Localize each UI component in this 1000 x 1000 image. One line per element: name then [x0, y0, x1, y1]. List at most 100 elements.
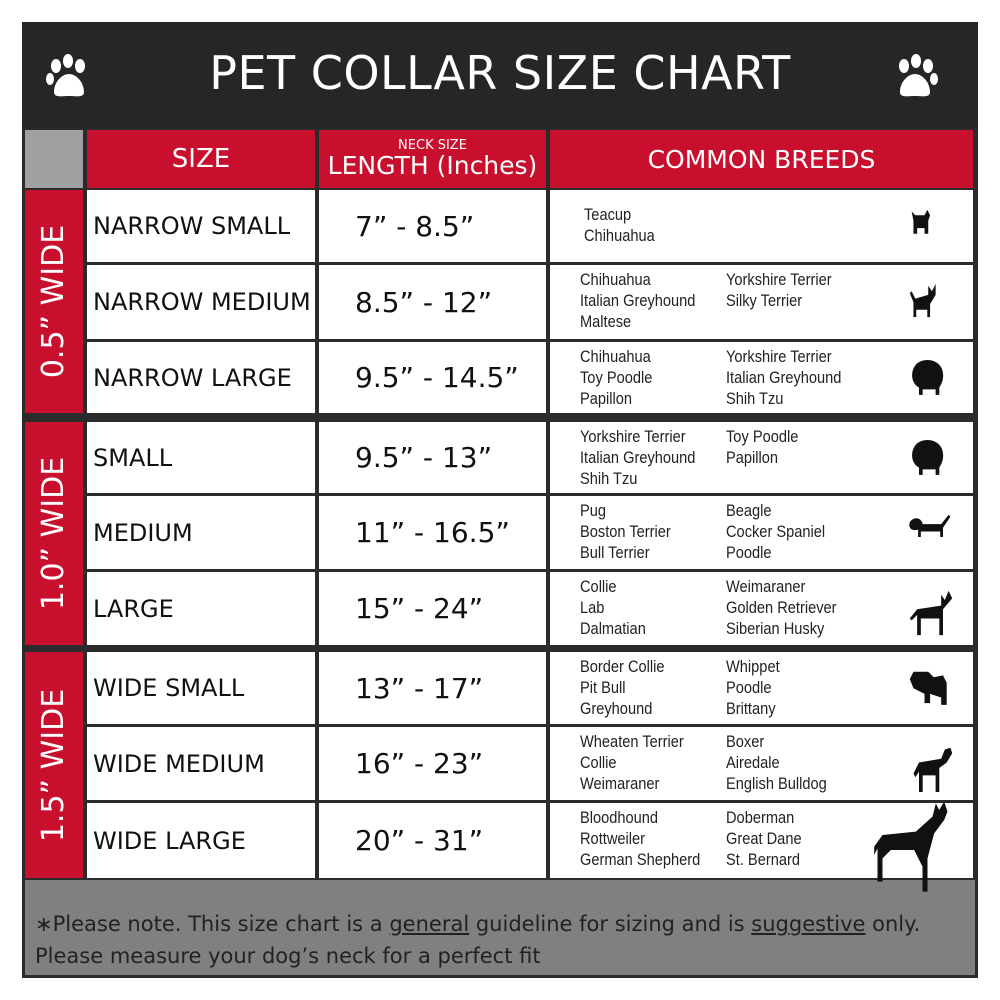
breed-column: Teacup Chihuahua [584, 204, 655, 246]
breed-name: Airedale [726, 753, 780, 772]
breed-name: Boston Terrier [580, 522, 671, 541]
breed-name: Pit Bull [580, 678, 626, 697]
group-label: 0.5” WIDE [25, 190, 83, 413]
breed-column: Chihuahua Italian Greyhound Maltese [580, 269, 695, 332]
breed-name: Chihuahua [580, 270, 651, 289]
length-value: 20” - 31” [355, 824, 484, 857]
breed-name: Maltese [580, 312, 632, 331]
breed-name: Greyhound [580, 699, 653, 718]
length-value: 15” - 24” [355, 592, 484, 625]
size-label: WIDE SMALL [93, 674, 245, 702]
group-label-text: 0.5” WIDE [36, 224, 72, 379]
breed-name: Rottweiler [580, 829, 646, 848]
size-label: LARGE [93, 594, 174, 623]
size-label: MEDIUM [93, 518, 193, 547]
dachshund-silhouette-icon [909, 514, 951, 537]
size-cell: WIDE MEDIUM [87, 727, 315, 800]
breed-column: Toy Poodle Papillon [726, 426, 798, 468]
group-label-text: 1.0” WIDE [36, 456, 72, 611]
breed-name: Border Collie [580, 657, 665, 676]
breed-name: St. Bernard [726, 850, 800, 869]
breed-name: Shih Tzu [580, 469, 638, 488]
breed-name: Papillon [580, 389, 633, 408]
paw-print-icon [46, 54, 85, 97]
size-chart: PET COLLAR SIZE CHART SIZE NECK SIZE LENG… [22, 22, 978, 978]
doberman-silhouette-icon [874, 801, 948, 892]
breed-name: Toy Poodle [726, 427, 799, 446]
header-breeds-label: COMMON BREEDS [647, 144, 876, 174]
breeds-cell: Bloodhound Rottweiler German Shepherd Dober… [550, 803, 973, 878]
breed-name: Whippet [726, 657, 780, 676]
breed-name: Toy Poodle [580, 368, 653, 387]
breed-name: German Shepherd [580, 850, 701, 869]
breed-name: Yorkshire Terrier [726, 347, 832, 366]
breeds-cell: Teacup Chihuahua [550, 190, 973, 262]
breed-name: Cocker Spaniel [726, 522, 826, 541]
bulldog-silhouette-icon [909, 671, 947, 705]
breed-name: Poodle [726, 678, 772, 697]
length-cell: 9.5” - 13” [319, 422, 546, 493]
header-neck-size-label: NECK SIZE [398, 137, 467, 153]
note-emphasis: suggestive [751, 912, 866, 936]
length-cell: 7” - 8.5” [319, 190, 546, 262]
header-breeds: COMMON BREEDS [550, 130, 973, 188]
breed-name: Chihuahua [584, 226, 655, 245]
note-text: guideline for sizing and is [469, 912, 752, 936]
breeds-cell: Pug Boston Terrier Bull Terrier Beagle Cocke… [550, 496, 973, 569]
length-cell: 15” - 24” [319, 572, 546, 645]
breed-name: Yorkshire Terrier [726, 270, 832, 289]
corner-cell [25, 130, 83, 188]
group-label: 1.5” WIDE [25, 652, 83, 878]
breed-name: Italian Greyhound [580, 291, 696, 310]
breed-name: Teacup [584, 205, 632, 224]
breeds-cell: Collie Lab Dalmatian Weimaraner Golden Retri… [550, 572, 973, 645]
shepherd-silhouette-icon [909, 590, 953, 635]
breed-column: Wheaten Terrier Collie Weimaraner [580, 731, 684, 794]
asterisk: ∗ [35, 912, 53, 936]
breed-name: Collie [580, 753, 617, 772]
breed-name: Yorkshire Terrier [580, 427, 686, 446]
breed-name: Lab [580, 598, 605, 617]
pitbull-silhouette-icon [913, 747, 953, 792]
breed-name: English Bulldog [726, 774, 827, 793]
breed-name: Wheaten Terrier [580, 732, 684, 751]
length-value: 9.5” - 14.5” [355, 361, 519, 394]
chart-title: PET COLLAR SIZE CHART [209, 46, 791, 100]
breed-name: Weimaraner [726, 577, 806, 596]
length-cell: 13” - 17” [319, 652, 546, 724]
length-cell: 9.5” - 14.5” [319, 342, 546, 413]
size-cell: WIDE LARGE [87, 803, 315, 878]
size-cell: LARGE [87, 572, 315, 645]
size-label: NARROW SMALL [93, 212, 291, 240]
breed-name: Weimaraner [580, 774, 660, 793]
length-cell: 16” - 23” [319, 727, 546, 800]
breed-name: Bull Terrier [580, 543, 650, 562]
breed-name: Collie [580, 577, 617, 596]
breed-column: Beagle Cocker Spaniel Poodle [726, 500, 825, 563]
length-value: 9.5” - 13” [355, 441, 493, 474]
breed-name: Brittany [726, 699, 776, 718]
breed-column: Yorkshire Terrier Italian Greyhound Shih T… [726, 346, 841, 409]
breed-name: Papillon [726, 448, 779, 467]
length-cell: 20” - 31” [319, 803, 546, 878]
note-line-2: Please measure your dog’s neck for a per… [35, 944, 541, 968]
yorkie-silhouette-icon [911, 209, 931, 234]
breeds-cell: Yorkshire Terrier Italian Greyhound Shih T… [550, 422, 973, 493]
breed-name: Pug [580, 501, 607, 520]
breed-column: Collie Lab Dalmatian [580, 576, 646, 639]
note-text: only. [865, 912, 921, 936]
size-label: SMALL [93, 443, 173, 472]
breed-column: Chihuahua Toy Poodle Papillon [580, 346, 652, 409]
breeds-cell: Border Collie Pit Bull Greyhound Whippet Poo… [550, 652, 973, 724]
breeds-cell: Wheaten Terrier Collie Weimaraner Boxer Aire… [550, 727, 973, 800]
size-cell: NARROW SMALL [87, 190, 315, 262]
breed-name: Doberman [726, 808, 795, 827]
breed-name: Dalmatian [580, 619, 646, 638]
length-cell: 8.5” - 12” [319, 265, 546, 339]
breed-name: Chihuahua [580, 347, 651, 366]
note-emphasis: general [389, 912, 470, 936]
breed-name: Siberian Husky [726, 619, 825, 638]
length-value: 7” - 8.5” [355, 209, 475, 243]
length-value: 8.5” - 12” [355, 285, 493, 319]
breed-name: Silky Terrier [726, 291, 803, 310]
